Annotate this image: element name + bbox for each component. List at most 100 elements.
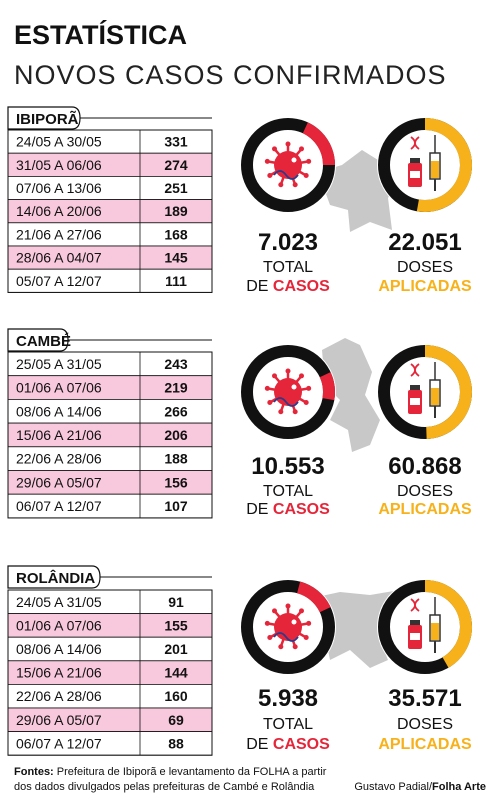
total-label: TOTAL (263, 716, 313, 733)
period: 25/05 A 31/05 (16, 356, 102, 372)
casos-label: CASOS (273, 278, 330, 295)
case-count: 201 (164, 641, 188, 657)
virus-tip (264, 385, 270, 391)
case-count: 206 (164, 427, 188, 443)
virus-tip (306, 158, 312, 164)
section-name: CAMBÉ (16, 333, 71, 350)
period: 29/06 A 05/07 (16, 474, 102, 490)
period: 06/07 A 12/07 (16, 735, 102, 751)
de-label: DE (246, 501, 268, 518)
total-cases: 5.938 (258, 685, 318, 712)
period: 01/06 A 07/06 (16, 380, 102, 396)
case-count: 331 (164, 134, 188, 150)
period: 14/06 A 20/06 (16, 203, 102, 219)
virus-tip (285, 141, 291, 147)
sources: Fontes: Prefeitura de Ibiporã e levantam… (14, 766, 327, 778)
section-name: IBIPORÃ (16, 110, 79, 128)
virus-tip (303, 400, 309, 405)
cases-arc (302, 122, 335, 166)
period: 15/06 A 21/06 (16, 665, 102, 681)
case-count: 266 (164, 403, 188, 419)
period: 08/06 A 14/06 (16, 403, 102, 419)
title: ESTATÍSTICA (14, 19, 187, 50)
total-cases: 10.553 (251, 453, 324, 480)
syringe-fluid (431, 161, 439, 178)
doses-label: DOSES (397, 483, 453, 500)
virus-tip (292, 409, 298, 415)
table-border (7, 589, 213, 756)
case-count: 69 (168, 712, 184, 728)
dna (410, 363, 420, 377)
syringe-fluid (431, 623, 439, 640)
aplicadas-label: APLICADAS (378, 501, 472, 518)
doses-arc (416, 118, 472, 212)
section-name: ROLÂNDIA (16, 569, 95, 587)
credit: Gustavo Padial/Folha Arte (354, 781, 486, 793)
virus-rna (273, 170, 299, 180)
virus-tip (272, 608, 278, 614)
case-count: 189 (164, 203, 188, 219)
case-count: 168 (164, 226, 188, 242)
cases-ring (241, 580, 335, 674)
case-count: 188 (164, 451, 188, 467)
doses-label: DOSES (397, 716, 453, 733)
period: 22/06 A 28/06 (16, 688, 102, 704)
virus-tip (278, 182, 284, 188)
map-shape (322, 338, 380, 452)
period: 29/06 A 05/07 (16, 712, 102, 728)
casos-label: CASOS (273, 501, 330, 518)
cases-arc (296, 581, 331, 613)
virus-tip (272, 373, 278, 379)
case-count: 88 (168, 735, 184, 751)
cases-label: DE CASOS (246, 278, 330, 295)
period: 01/06 A 07/06 (16, 617, 102, 633)
virus-tip (298, 373, 304, 379)
virus-tip (298, 608, 304, 614)
section-tab (7, 565, 101, 589)
dna (410, 136, 420, 150)
cases-label: DE CASOS (246, 736, 330, 753)
vial-label (410, 171, 420, 178)
period: 06/07 A 12/07 (16, 498, 102, 514)
virus-rna (273, 397, 299, 407)
de-label: DE (246, 736, 268, 753)
virus-dot (291, 157, 297, 163)
period: 08/06 A 14/06 (16, 641, 102, 657)
section-tab (7, 328, 69, 352)
virus-tip (264, 620, 270, 626)
ring-bg (377, 117, 473, 213)
vial-label (410, 633, 420, 640)
total-doses: 35.571 (388, 685, 461, 712)
ring-bg (377, 579, 473, 675)
de-label: DE (246, 278, 268, 295)
case-count: 155 (164, 617, 188, 633)
credit-org: Folha Arte (432, 781, 486, 793)
casos-label: CASOS (273, 736, 330, 753)
period: 22/06 A 28/06 (16, 451, 102, 467)
case-count: 251 (164, 180, 188, 196)
virus-tip (267, 173, 273, 178)
dna (410, 598, 420, 612)
virus-tip (267, 635, 273, 640)
virus-tip (306, 385, 312, 391)
period: 21/06 A 27/06 (16, 226, 102, 242)
vial-cap (410, 158, 420, 163)
virus-tip (264, 158, 270, 164)
vial-cap (410, 620, 420, 625)
vial-cap (410, 385, 420, 390)
virus-tip (272, 146, 278, 152)
virus-rna (273, 632, 299, 642)
subtitle: NOVOS CASOS CONFIRMADOS (14, 60, 447, 90)
sources-line: Prefeitura de Ibiporã e levantamento da … (57, 766, 327, 778)
case-count: 156 (164, 474, 188, 490)
case-count: 144 (164, 665, 188, 681)
credit-author: Gustavo Padial/ (354, 781, 433, 793)
cases-arc (319, 372, 335, 401)
cases-label: DE CASOS (246, 501, 330, 518)
virus-body (274, 151, 302, 179)
case-count: 160 (164, 688, 188, 704)
case-count: 107 (164, 498, 188, 514)
table-border (7, 351, 213, 519)
total-cases: 7.023 (258, 229, 318, 256)
